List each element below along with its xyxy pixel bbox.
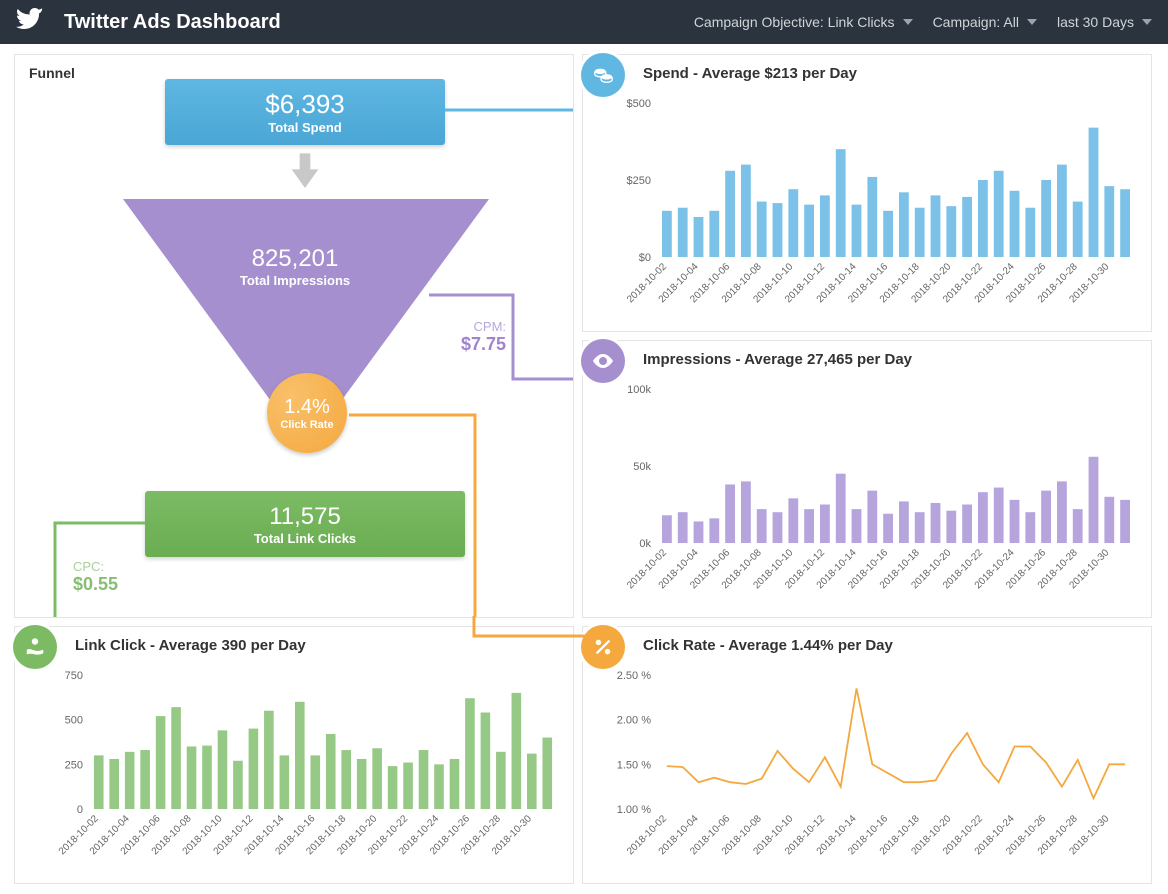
workspace: Funnel $6,393 Total Spend 825,201 Total … xyxy=(0,44,1168,894)
percent-icon xyxy=(581,625,625,669)
funnel-clicks-label: Total Link Clicks xyxy=(254,531,356,546)
clicks-chart-panel: Link Click - Average 390 per Day 0 250 500… xyxy=(14,626,574,884)
cpm-text: CPM: xyxy=(461,319,506,334)
impressions-chart-panel: Impressions - Average 27,465 per Day 0k 5… xyxy=(582,340,1152,618)
svg-text:$500: $500 xyxy=(627,98,651,110)
svg-text:1.50 %: 1.50 % xyxy=(617,759,651,771)
dashboard-title: Twitter Ads Dashboard xyxy=(64,11,281,34)
campaign-dropdown[interactable]: Campaign: All xyxy=(933,14,1037,30)
cpc-label: CPC: $0.55 xyxy=(73,559,118,595)
svg-text:100k: 100k xyxy=(627,384,651,396)
chevron-down-icon xyxy=(1027,19,1037,25)
funnel-spend-box: $6,393 Total Spend xyxy=(165,79,445,145)
clickrate-chart-title: Click Rate - Average 1.44% per Day xyxy=(643,637,893,654)
daterange-dropdown[interactable]: last 30 Days xyxy=(1057,14,1152,30)
svg-text:0: 0 xyxy=(77,804,83,816)
twitter-icon xyxy=(16,8,44,36)
impressions-chart-title: Impressions - Average 27,465 per Day xyxy=(643,351,912,368)
svg-text:$0: $0 xyxy=(639,252,651,264)
coins-icon xyxy=(581,53,625,97)
funnel-spend-label: Total Spend xyxy=(268,120,341,135)
objective-label: Campaign Objective: Link Clicks xyxy=(694,14,895,30)
cpc-text: CPC: xyxy=(73,559,118,574)
funnel-clickrate-value: 1.4% xyxy=(284,396,330,419)
svg-text:250: 250 xyxy=(65,759,83,771)
spend-chart: $0$250$5002018-10-022018-10-042018-10-06… xyxy=(603,95,1141,321)
cpm-value: $7.75 xyxy=(461,334,506,355)
header-bar: Twitter Ads Dashboard Campaign Objective… xyxy=(0,0,1168,44)
funnel-clicks-value: 11,575 xyxy=(269,503,341,531)
funnel-clickrate-label: Click Rate xyxy=(280,419,333,431)
cpm-label: CPM: $7.75 xyxy=(461,319,506,355)
objective-dropdown[interactable]: Campaign Objective: Link Clicks xyxy=(694,14,913,30)
chevron-down-icon xyxy=(1142,19,1152,25)
funnel-impressions-value: 825,201 xyxy=(15,245,575,273)
spend-chart-panel: Spend - Average $213 per Day $0$250$5002… xyxy=(582,54,1152,332)
svg-text:0k: 0k xyxy=(639,538,651,550)
hand-coin-icon xyxy=(13,625,57,669)
impressions-chart: 0k50k100k2018-10-022018-10-042018-10-062… xyxy=(603,381,1141,607)
funnel-impressions-label: Total Impressions xyxy=(15,273,575,288)
clickrate-chart: 1.00 %1.50 %2.00 %2.50 %2018-10-022018-1… xyxy=(603,667,1141,873)
clicks-chart: 02505007502018-10-022018-10-042018-10-06… xyxy=(35,667,563,873)
funnel-impressions-text: 825,201 Total Impressions xyxy=(15,245,575,288)
funnel-panel: Funnel $6,393 Total Spend 825,201 Total … xyxy=(14,54,574,618)
svg-text:50k: 50k xyxy=(633,461,651,473)
clicks-chart-title: Link Click - Average 390 per Day xyxy=(75,637,306,654)
clickrate-chart-panel: Click Rate - Average 1.44% per Day 1.00 … xyxy=(582,626,1152,884)
eye-icon xyxy=(581,339,625,383)
spend-chart-title: Spend - Average $213 per Day xyxy=(643,65,857,82)
svg-text:1.00 %: 1.00 % xyxy=(617,804,651,816)
svg-text:2.00 %: 2.00 % xyxy=(617,715,651,727)
chevron-down-icon xyxy=(903,19,913,25)
funnel-clickrate-circle: 1.4% Click Rate xyxy=(267,373,347,453)
svg-text:2.50 %: 2.50 % xyxy=(617,670,651,682)
cpc-value: $0.55 xyxy=(73,574,118,595)
funnel-title: Funnel xyxy=(29,65,75,81)
svg-text:$250: $250 xyxy=(627,175,651,187)
funnel-clicks-box: 11,575 Total Link Clicks xyxy=(145,491,465,557)
arrow-down-icon xyxy=(289,153,321,191)
svg-text:500: 500 xyxy=(65,715,83,727)
daterange-label: last 30 Days xyxy=(1057,14,1134,30)
svg-text:750: 750 xyxy=(65,670,83,682)
campaign-label: Campaign: All xyxy=(933,14,1019,30)
funnel-spend-value: $6,393 xyxy=(265,89,345,120)
